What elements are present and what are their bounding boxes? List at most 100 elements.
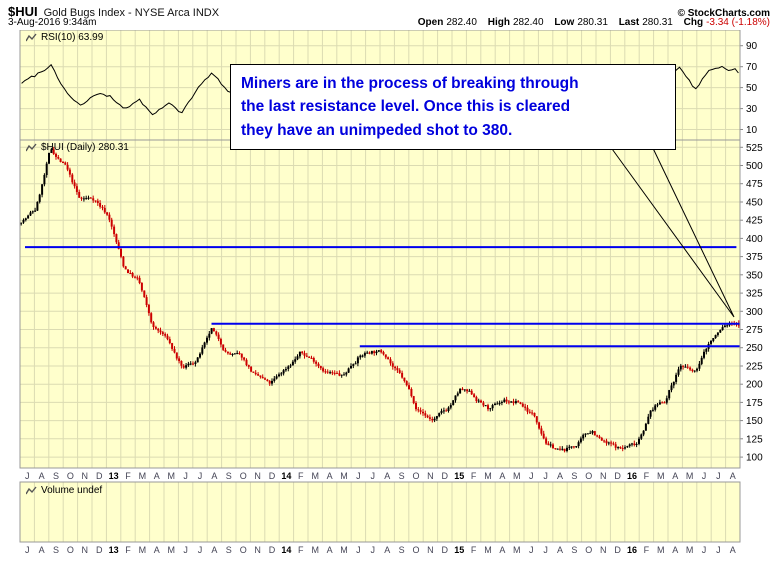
month-axis-label: N <box>600 471 607 481</box>
month-axis-label: D <box>269 545 276 555</box>
price-tick-label: 225 <box>746 362 763 373</box>
price-tick-label: 500 <box>746 161 763 172</box>
month-axis-label: A <box>154 471 160 481</box>
month-axis-label: M <box>139 471 147 481</box>
month-axis-label: O <box>585 545 592 555</box>
low-value: 280.31 <box>577 17 608 28</box>
price-tick-label: 275 <box>746 325 763 336</box>
month-axis-label: J <box>543 545 548 555</box>
month-axis-label: F <box>644 545 650 555</box>
price-panel-label: $HUI (Daily) 280.31 <box>26 142 129 153</box>
rsi-tick-label: 30 <box>746 104 758 115</box>
rsi-tick-label: 50 <box>746 83 758 94</box>
month-axis-label: S <box>53 471 59 481</box>
month-axis-label: A <box>672 471 678 481</box>
month-axis-label: F <box>298 545 304 555</box>
month-axis-label: D <box>614 471 621 481</box>
month-axis-label: N <box>82 545 89 555</box>
month-axis-label: A <box>730 471 736 481</box>
index-name: Gold Bugs Index - NYSE Arca INDX <box>43 7 220 19</box>
price-tick-label: 300 <box>746 307 763 318</box>
year-axis-label: 14 <box>281 471 291 481</box>
month-axis-label: A <box>327 471 333 481</box>
month-axis-label: J <box>702 471 707 481</box>
datetime: 3-Aug-2016 9:34am <box>8 17 97 28</box>
quote-line: Open 282.40 High 282.40 Low 280.31 Last 280.… <box>410 17 770 28</box>
month-axis-label: J <box>198 545 203 555</box>
candlestick-icon <box>26 143 37 151</box>
year-axis-label: 14 <box>281 545 291 555</box>
month-axis-label: M <box>139 545 147 555</box>
month-axis-label: O <box>412 471 419 481</box>
high-value: 282.40 <box>512 17 544 28</box>
month-axis-label: N <box>254 545 261 555</box>
low-label: Low <box>554 17 575 28</box>
volume-icon <box>26 486 37 494</box>
rsi-tick-label: 70 <box>746 62 758 73</box>
month-axis-label: S <box>226 545 232 555</box>
month-axis-label: O <box>67 471 74 481</box>
month-axis-label: D <box>442 471 449 481</box>
month-axis-label: O <box>240 471 247 481</box>
month-axis-label: S <box>571 471 577 481</box>
price-tick-label: 450 <box>746 198 763 209</box>
month-axis-label: O <box>67 545 74 555</box>
vol-panel-border <box>19 481 741 543</box>
month-axis-label: S <box>53 545 59 555</box>
month-axis-label: N <box>254 471 261 481</box>
month-axis-label: A <box>327 545 333 555</box>
month-axis-label: J <box>529 545 534 555</box>
header-row-2: 3-Aug-2016 9:34am Open 282.40 High 282.40 … <box>8 17 770 28</box>
month-axis-label: J <box>702 545 707 555</box>
month-axis-label: A <box>730 545 736 555</box>
month-axis-label: J <box>529 471 534 481</box>
annotation-box: Miners are in the process of breaking th… <box>230 64 676 150</box>
price-tick-label: 200 <box>746 380 763 391</box>
month-axis-label: N <box>600 545 607 555</box>
month-axis-label: M <box>484 545 492 555</box>
rsi-panel-label: RSI(10) 63.99 <box>26 32 103 43</box>
month-axis-label: A <box>39 545 45 555</box>
chg-label: Chg <box>683 17 704 28</box>
month-axis-label: M <box>311 545 319 555</box>
month-axis-label: M <box>167 471 175 481</box>
month-axis-label: J <box>198 471 203 481</box>
month-axis-label: J <box>371 471 376 481</box>
price-tick-label: 525 <box>746 143 763 154</box>
month-axis-label: A <box>154 545 160 555</box>
callout-pointer <box>606 141 735 318</box>
open-value: 282.40 <box>446 17 477 28</box>
month-axis-label: A <box>499 471 505 481</box>
month-axis-label: M <box>340 545 348 555</box>
header-row-1: $HUI Gold Bugs Index - NYSE Arca INDX © S… <box>8 3 770 21</box>
month-axis-label: M <box>167 545 175 555</box>
month-axis-label: J <box>356 545 361 555</box>
month-axis-label: A <box>211 471 217 481</box>
year-axis-label: 16 <box>627 471 637 481</box>
month-axis-label: A <box>39 471 45 481</box>
symbol-label: $HUI <box>8 4 38 19</box>
month-axis-label: F <box>125 471 131 481</box>
month-axis-label: N <box>82 471 89 481</box>
year-axis-label: 16 <box>627 545 637 555</box>
month-axis-label: J <box>25 471 30 481</box>
month-axis-label: J <box>716 545 721 555</box>
price-tick-label: 150 <box>746 416 763 427</box>
month-axis-label: S <box>399 471 405 481</box>
year-axis-label: 13 <box>109 545 119 555</box>
month-axis-label: J <box>25 545 30 555</box>
month-axis-label: J <box>371 545 376 555</box>
month-axis-label: O <box>585 471 592 481</box>
month-axis-label: O <box>412 545 419 555</box>
month-axis-label: A <box>211 545 217 555</box>
annotation-line-2: the last resistance level. Once this is … <box>241 98 571 116</box>
annotation-line-3: they have an unimpeded shot to 380. <box>241 121 513 139</box>
price-tick-label: 350 <box>746 270 763 281</box>
annotation-line-1: Miners are in the process of breaking th… <box>241 75 579 92</box>
last-value: 280.31 <box>642 17 673 28</box>
price-tick-label: 400 <box>746 234 763 245</box>
month-axis-label: S <box>571 545 577 555</box>
month-axis-label: M <box>657 471 665 481</box>
price-tick-label: 375 <box>746 252 763 263</box>
month-axis-label: M <box>340 471 348 481</box>
